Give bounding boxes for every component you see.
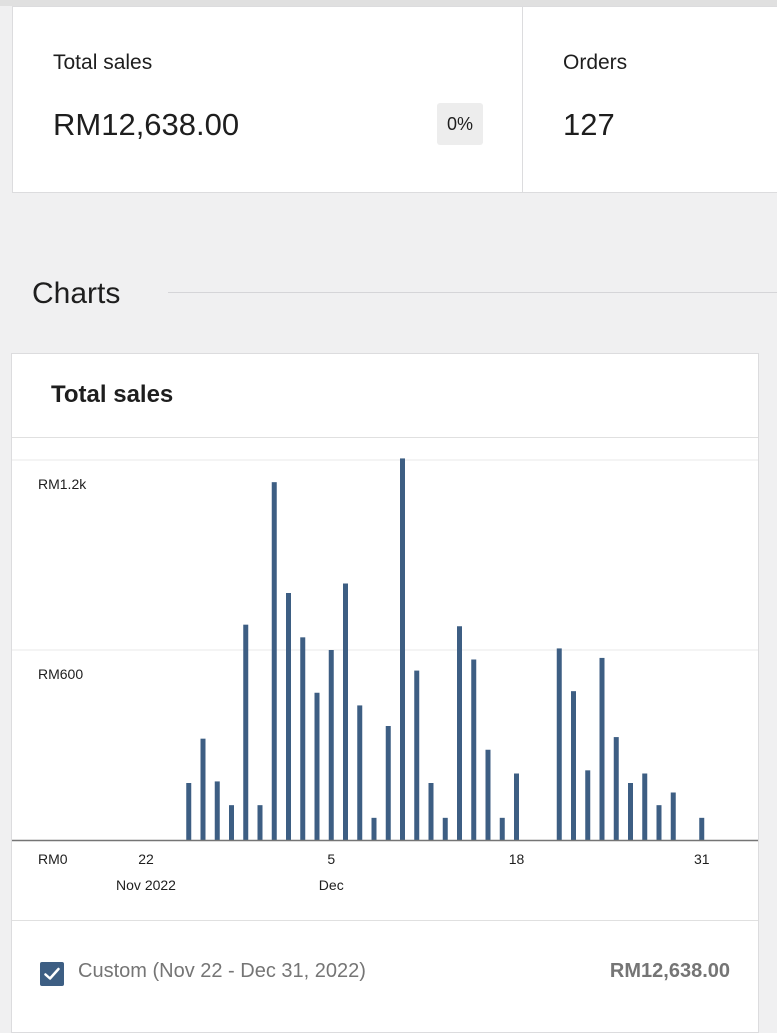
stat-total-sales[interactable]: Total sales RM12,638.00 0%: [13, 7, 523, 192]
legend-value: RM12,638.00: [609, 960, 730, 982]
x-tick-label: 22: [138, 851, 154, 867]
bar-2022-12-28: [656, 805, 662, 840]
stat-orders[interactable]: Orders 127: [523, 7, 777, 192]
bar-2022-12-29: [670, 792, 676, 840]
y-tick-label: RM0: [38, 851, 68, 867]
bar-2022-12-11: [414, 670, 420, 840]
bar-2022-12-04: [314, 692, 320, 840]
section-title: Charts: [32, 277, 121, 310]
bar-2022-12-12: [428, 783, 434, 840]
stats-summary: Total sales RM12,638.00 0% Orders 127: [12, 6, 777, 193]
bar-2022-12-15: [471, 659, 477, 840]
bar-2022-12-01: [271, 482, 277, 840]
bar-2022-12-14: [457, 626, 462, 840]
bar-2022-12-07: [357, 705, 363, 840]
x-tick-label: 31: [694, 851, 710, 867]
stat-total-sales-value: RM12,638.00: [53, 107, 240, 142]
x-tick-label: 18: [509, 851, 525, 867]
y-tick-label: RM1.2k: [38, 476, 87, 492]
bar-2022-12-26: [628, 783, 633, 840]
x-tick-sublabel: Dec: [319, 877, 344, 893]
chart-card: Total sales RM0 RM600 RM1.2k 22 Nov 2022 5 Dec…: [11, 353, 759, 1033]
bar-2022-11-28: [229, 805, 234, 840]
bar-2022-11-29: [243, 624, 249, 840]
bar-2022-12-02: [286, 593, 291, 840]
legend-label: Custom (Nov 22 - Dec 31, 2022): [78, 960, 366, 982]
card-header-divider: [12, 437, 758, 438]
top-edge: [0, 0, 777, 6]
stat-orders-value: 127: [563, 107, 615, 142]
delta-badge: 0%: [437, 103, 483, 145]
stat-total-sales-label: Total sales: [53, 51, 153, 74]
bar-2022-11-25: [186, 783, 192, 840]
bar-2022-12-13: [442, 817, 448, 840]
bar-2022-12-09: [385, 726, 391, 840]
bar-2022-12-16: [485, 749, 491, 840]
bar-2022-12-10: [400, 458, 405, 840]
chart-title: Total sales: [51, 381, 174, 408]
bar-2022-12-24: [599, 657, 605, 840]
checkmark-icon: [44, 967, 60, 980]
bar-2022-12-21: [556, 648, 562, 840]
bar-2022-12-03: [300, 637, 306, 840]
bar-2022-12-22: [571, 691, 576, 840]
bar-2022-11-26: [200, 738, 206, 840]
bar-2022-12-18: [514, 773, 519, 840]
bar-2022-11-30: [257, 805, 263, 840]
bar-2022-12-23: [585, 770, 591, 840]
y-tick-label: RM600: [38, 666, 83, 682]
bar-2022-12-06: [343, 583, 348, 840]
bar-2022-12-05: [328, 650, 334, 840]
section-divider: [168, 292, 777, 293]
total-sales-chart[interactable]: RM0 RM600 RM1.2k 22 Nov 2022 5 Dec 18 31: [12, 438, 758, 920]
stat-orders-label: Orders: [563, 51, 628, 74]
bar-2022-11-27: [214, 781, 220, 840]
x-tick-sublabel: Nov 2022: [116, 877, 176, 893]
bar-2022-12-31: [699, 817, 705, 840]
bar-2022-12-27: [642, 773, 648, 840]
legend-checkbox[interactable]: [40, 962, 64, 986]
bar-2022-12-17: [499, 817, 505, 840]
x-tick-label: 5: [327, 851, 335, 867]
bar-2022-12-25: [613, 737, 619, 840]
legend-divider: [12, 920, 758, 921]
bar-2022-12-08: [371, 817, 377, 840]
